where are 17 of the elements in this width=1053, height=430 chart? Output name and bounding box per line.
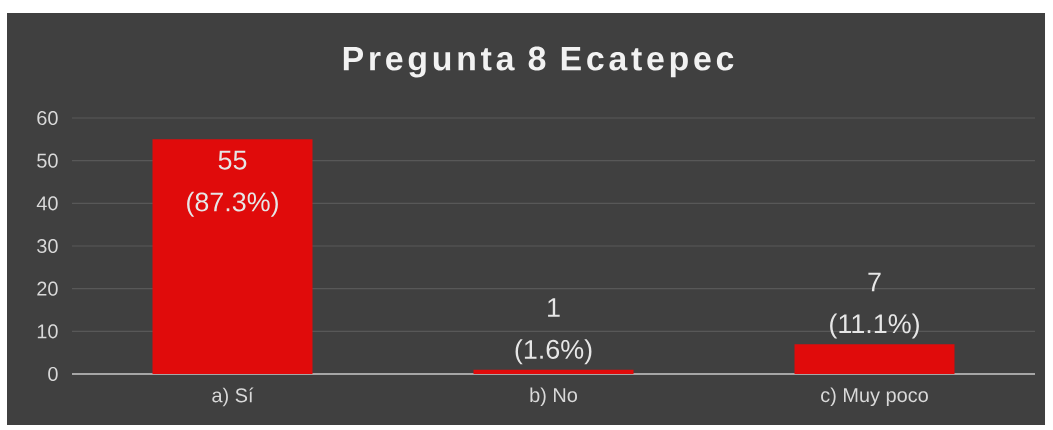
y-tick-label: 40 <box>36 196 58 211</box>
bar <box>152 139 313 374</box>
y-tick-label: 10 <box>37 324 58 339</box>
chart-title: Pregunta 8 Ecatepec <box>343 46 734 78</box>
data-label: 7 (11.1%) <box>830 272 919 339</box>
x-tick-label: a) Sí <box>212 387 254 407</box>
y-tick-label: 60 <box>37 110 58 126</box>
data-label: 55 (87.3%) <box>187 150 278 217</box>
y-tick-label: 0 <box>48 366 58 382</box>
data-label: 1 (1.6%) <box>515 298 592 365</box>
y-tick-label: 50 <box>37 153 58 168</box>
y-tick-label: 20 <box>37 281 58 296</box>
bar <box>473 369 634 374</box>
x-tick-label: b) No <box>530 387 578 407</box>
y-tick-label: 30 <box>37 238 58 254</box>
x-tick-label: c) Muy poco <box>821 387 928 407</box>
bar <box>794 344 955 374</box>
